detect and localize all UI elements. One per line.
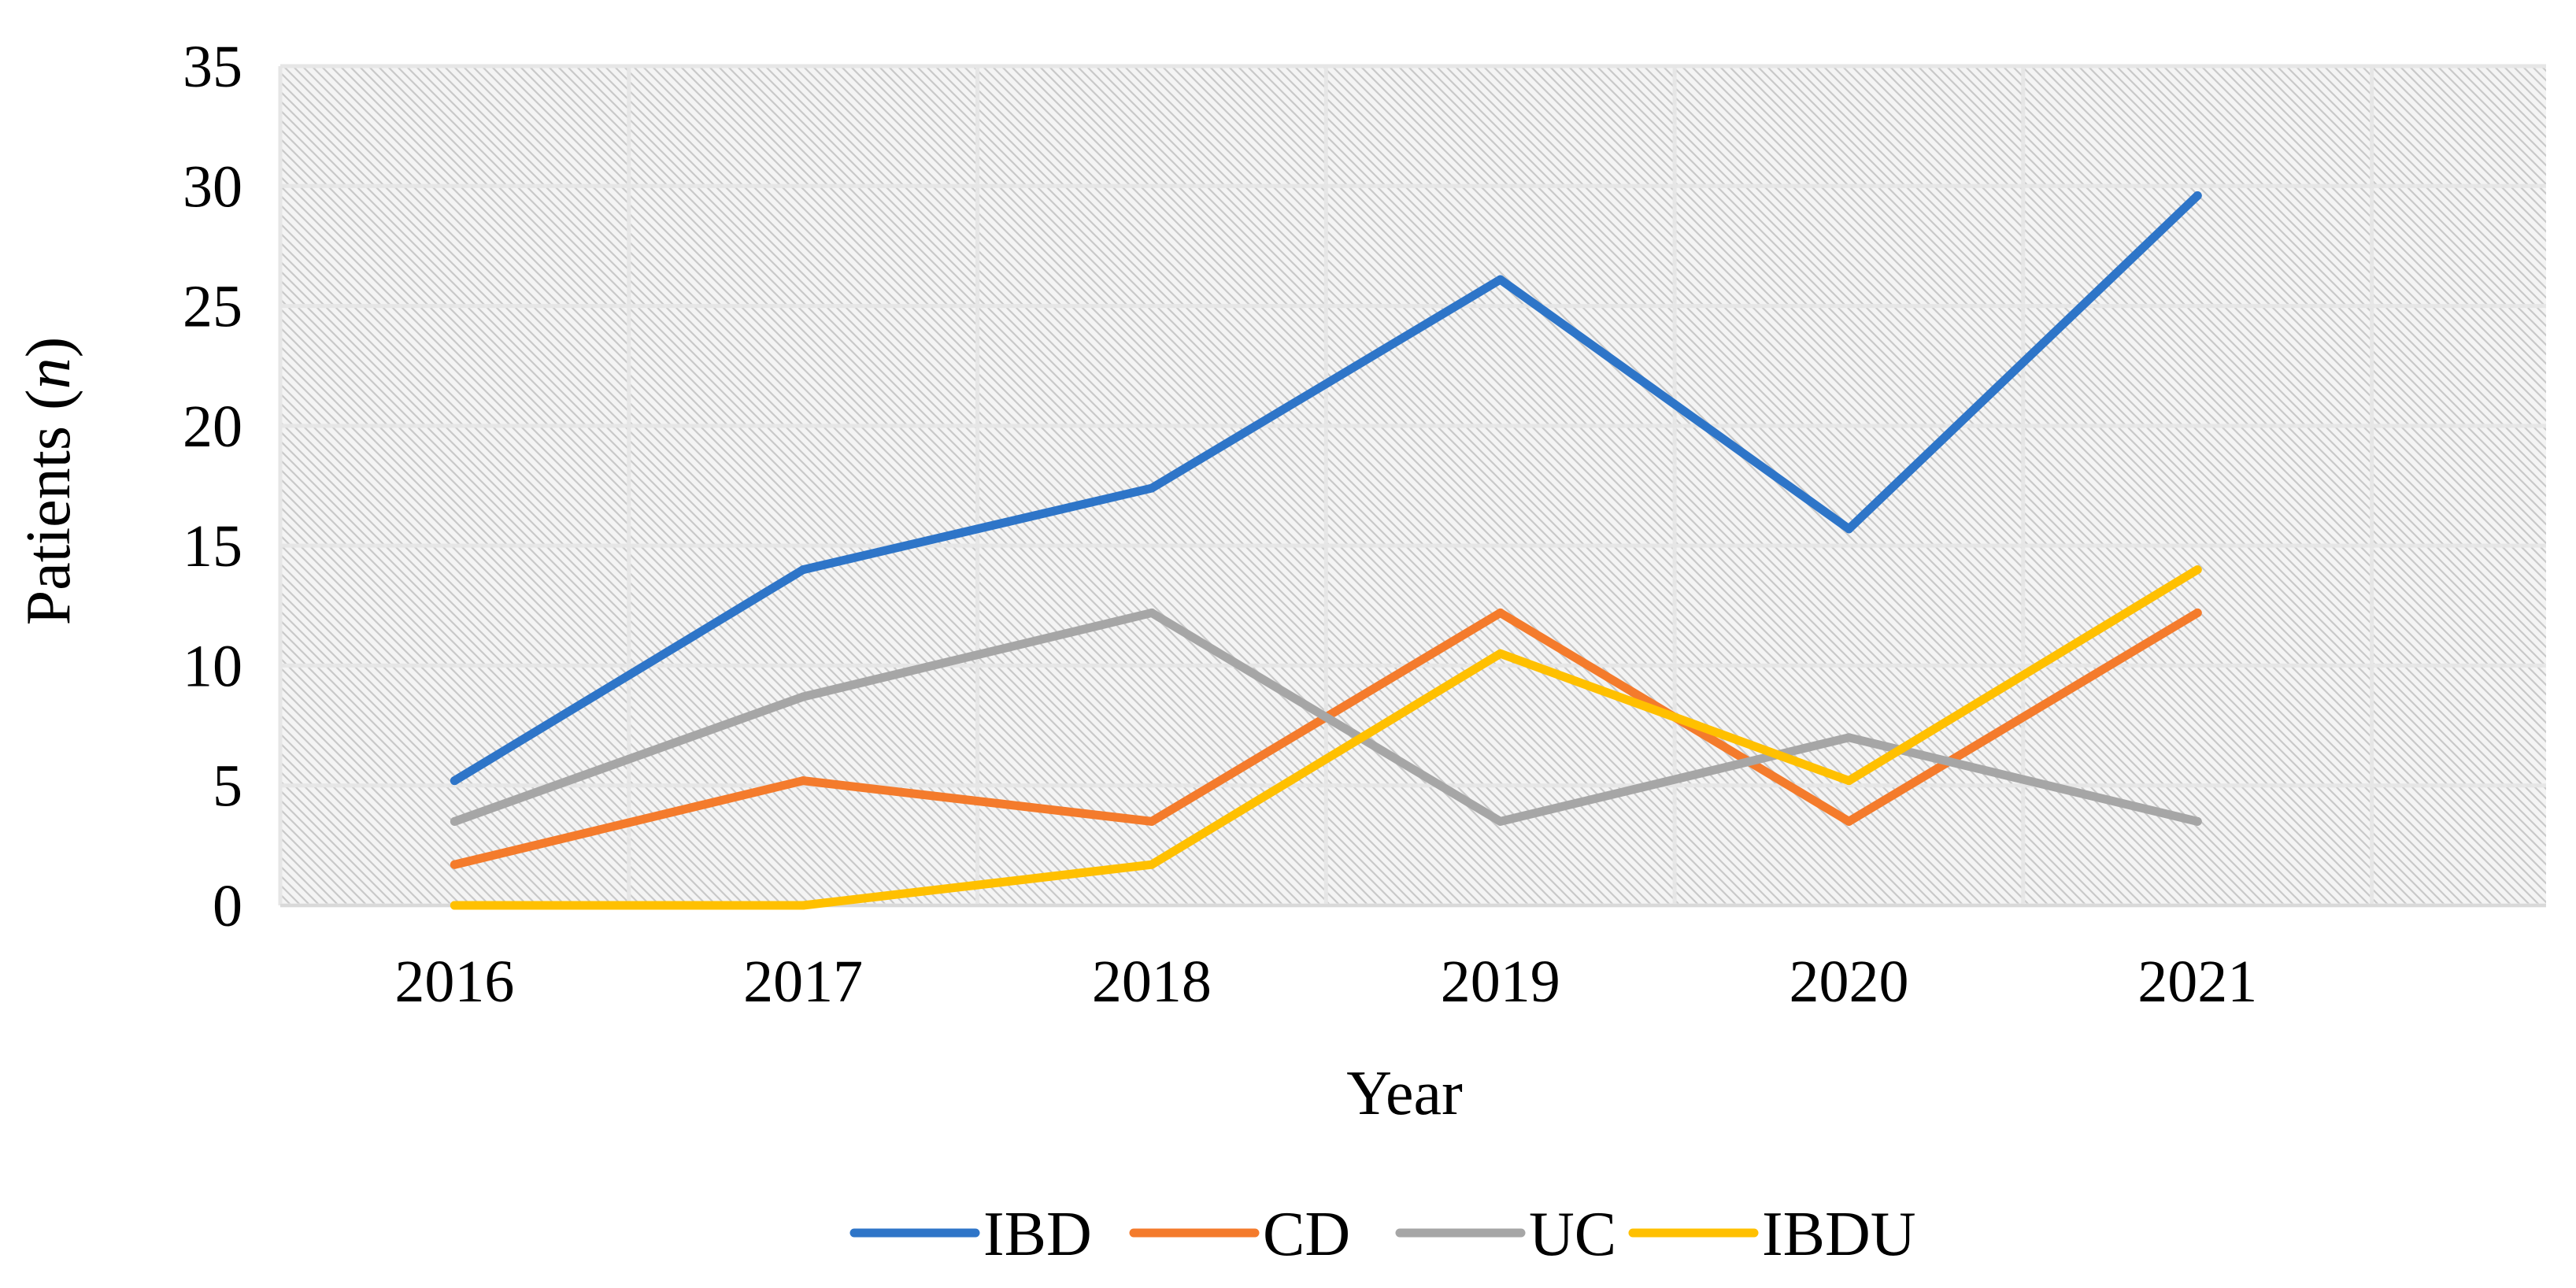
data-point-cd <box>1844 816 1853 826</box>
data-point-ibdu <box>1844 776 1853 786</box>
y-axis-ticks: 0 5 10 15 20 25 30 35 <box>183 34 242 939</box>
data-point-ibdu <box>2193 565 2202 575</box>
y-tick-label: 0 <box>213 873 242 939</box>
y-tick-label: 5 <box>213 753 242 820</box>
data-point-ibdu <box>450 901 459 910</box>
x-tick-label: 2020 <box>1789 949 1908 1015</box>
y-axis-title-variable: n <box>14 357 83 389</box>
gridlines <box>278 64 2546 908</box>
y-tick-label: 10 <box>183 633 242 699</box>
y-tick-label: 15 <box>183 513 242 579</box>
plot-area <box>280 66 2546 905</box>
legend-label-ibd: IBD <box>983 1200 1092 1269</box>
data-point-uc <box>1844 733 1853 742</box>
x-axis-title: Year <box>1346 1059 1462 1128</box>
series-line-ibd <box>450 191 2202 786</box>
x-tick-label: 2016 <box>394 949 514 1015</box>
y-tick-label: 30 <box>183 154 242 220</box>
legend: IBD CD UC IBDU <box>849 1200 1916 1269</box>
data-point-cd <box>2193 608 2202 617</box>
data-point-uc <box>1496 816 1505 826</box>
series-line-ibdu <box>450 565 2202 910</box>
data-point-ibd <box>2193 191 2202 200</box>
data-point-ibdu <box>1147 860 1157 869</box>
data-point-cd <box>1496 608 1505 617</box>
series-line-uc <box>450 608 2202 826</box>
data-point-ibd <box>1147 483 1157 493</box>
x-tick-label: 2017 <box>743 949 863 1015</box>
x-tick-label: 2019 <box>1441 949 1560 1015</box>
data-point-uc <box>2193 816 2202 826</box>
data-point-uc <box>1147 608 1157 617</box>
y-axis-title: Patients (n) <box>14 337 83 626</box>
legend-label-cd: CD <box>1263 1200 1350 1269</box>
y-axis-title-prefix: Patients ( <box>14 389 83 625</box>
data-point-cd <box>1147 816 1157 826</box>
y-tick-label: 35 <box>183 34 242 100</box>
data-point-cd <box>450 860 459 869</box>
data-point-ibdu <box>1496 649 1505 658</box>
data-point-uc <box>798 692 808 701</box>
data-point-ibdu <box>798 901 808 910</box>
data-point-cd <box>798 776 808 786</box>
y-tick-label: 20 <box>183 394 242 460</box>
data-point-ibd <box>1496 275 1505 284</box>
legend-label-uc: UC <box>1529 1200 1616 1269</box>
data-point-ibd <box>1844 524 1853 534</box>
data-point-uc <box>450 816 459 826</box>
y-tick-label: 25 <box>183 274 242 340</box>
y-axis-title-suffix: ) <box>14 337 83 358</box>
x-tick-label: 2018 <box>1092 949 1212 1015</box>
legend-label-ibdu: IBDU <box>1762 1200 1916 1269</box>
x-axis-ticks: 2016 2017 2018 2019 2020 2021 <box>394 949 2257 1015</box>
series-lines <box>450 191 2202 910</box>
data-point-ibd <box>798 565 808 575</box>
data-point-ibd <box>450 776 459 786</box>
x-tick-label: 2021 <box>2137 949 2257 1015</box>
